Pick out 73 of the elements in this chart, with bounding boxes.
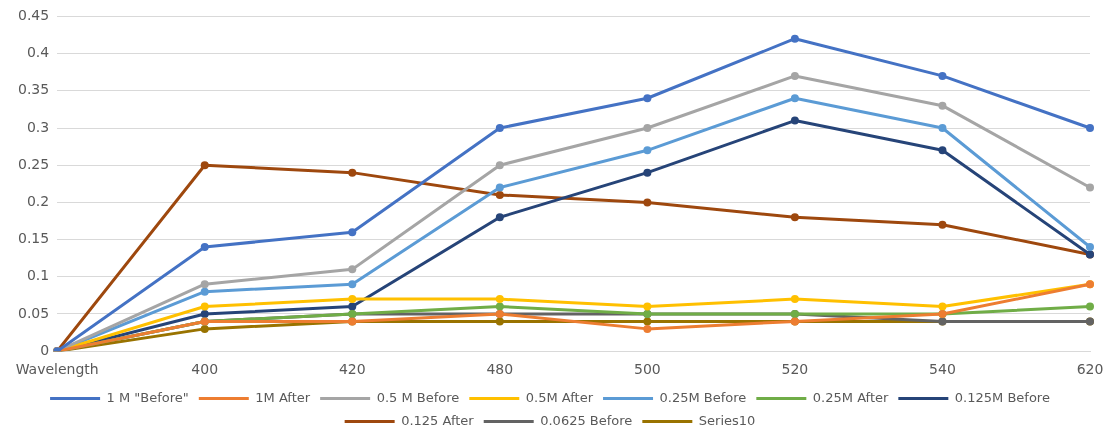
point (938, 146, 947, 155)
point (938, 220, 947, 229)
point (200, 161, 209, 170)
legend-label: 1 M "Before" (106, 389, 189, 405)
point (1086, 243, 1094, 252)
legend-label: 0.5M After (525, 389, 594, 405)
point (643, 324, 652, 333)
legend-label: Series10 (698, 412, 756, 428)
legend-label: 0.0625 Before (540, 412, 633, 428)
point (643, 124, 652, 132)
point (495, 302, 504, 311)
point (200, 287, 209, 296)
point (348, 228, 357, 237)
point (1086, 302, 1094, 311)
point (1086, 124, 1094, 132)
point (495, 161, 504, 170)
y-tick-label: 0.45 (18, 7, 50, 24)
point (495, 190, 504, 199)
y-tick-label: 0.4 (26, 44, 50, 61)
legend-label: 0.125M Before (954, 389, 1050, 405)
point (643, 317, 652, 326)
x-tick-label: Wavelength (15, 361, 99, 378)
point (495, 213, 504, 222)
point (643, 302, 652, 311)
y-tick-label: 0.3 (26, 118, 50, 135)
point (938, 302, 947, 311)
y-tick-label: 0.35 (18, 81, 50, 98)
x-tick-label: 400 (191, 361, 219, 378)
point (200, 243, 209, 252)
legend-label: 0.25M After (812, 389, 889, 405)
legend-label: 0.5 M Before (376, 389, 460, 405)
point (790, 116, 799, 125)
point (495, 124, 504, 132)
point (643, 168, 652, 177)
x-tick-label: 420 (338, 361, 366, 378)
point (790, 213, 799, 222)
point (790, 295, 799, 304)
point (938, 124, 947, 132)
point (200, 302, 209, 311)
y-tick-label: 0.25 (18, 155, 50, 172)
legend-label: 0.25M Before (659, 389, 747, 405)
x-tick-label: 520 (781, 361, 809, 378)
point (348, 265, 357, 274)
point (348, 295, 357, 304)
point (643, 146, 652, 155)
y-tick-label: 0.15 (18, 230, 50, 247)
point (790, 34, 799, 43)
point (348, 280, 357, 289)
y-tick-label: 0.05 (18, 304, 50, 321)
x-tick-label: 620 (1076, 361, 1104, 378)
point (200, 310, 209, 318)
point (348, 168, 357, 177)
y-tick-label: 0 (40, 341, 50, 358)
point (643, 198, 652, 207)
y-tick-label: 0.1 (26, 267, 50, 284)
legend-label: 0.125 After (401, 412, 475, 428)
point (1086, 183, 1094, 192)
point (495, 183, 504, 192)
x-tick-label: 540 (929, 361, 956, 378)
point (348, 302, 357, 311)
point (938, 71, 947, 80)
y-tick-label: 0.2 (26, 193, 50, 210)
point (790, 94, 799, 103)
x-tick-label: 500 (633, 361, 661, 378)
x-tick-label: 480 (486, 361, 514, 378)
point (938, 101, 947, 110)
point (495, 317, 504, 326)
point (790, 71, 799, 80)
point (200, 280, 209, 289)
legend-label: 1M After (255, 389, 311, 405)
point (200, 324, 209, 333)
point (495, 295, 504, 304)
point (643, 94, 652, 103)
